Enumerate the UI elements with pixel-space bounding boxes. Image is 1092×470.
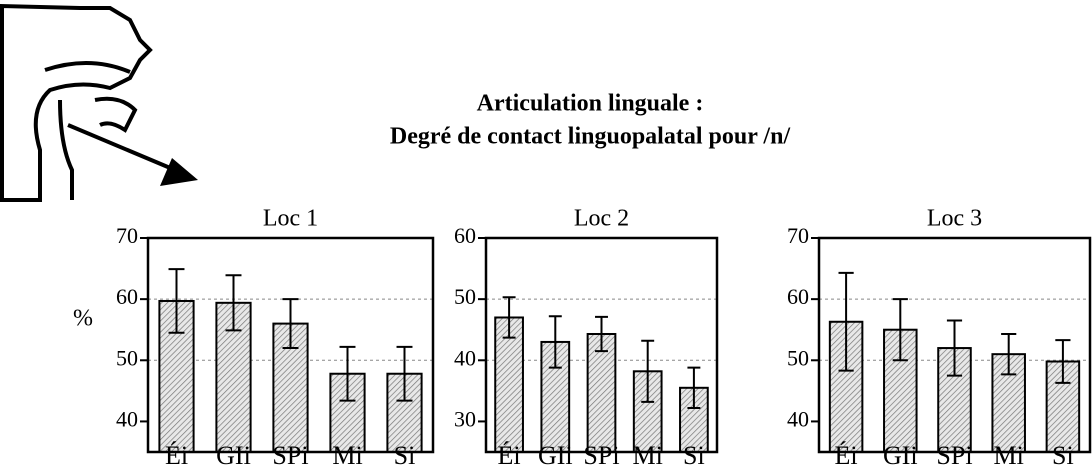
error-bar [838,271,854,372]
title-line: Degré de contact linguopalatal pour /n/ [390,124,791,150]
x-tick-label: GIi [883,441,918,470]
x-tick-label: Mi [994,441,1024,470]
subplot-title: Loc 1 [263,206,318,232]
bar [494,316,524,453]
subplot-title: Loc 3 [927,206,982,232]
x-tick-label: Mi [633,441,663,470]
error-bar [1055,339,1071,384]
x-tick-label: SPi [272,441,308,470]
x-tick-label: Mi [332,441,362,470]
error-bar [548,315,562,369]
x-tick-label: Éi [498,441,521,470]
tongue [94,96,138,133]
error-bar [225,274,242,332]
arrow-shaft [67,123,176,172]
error-bar [687,366,701,409]
error-bar [946,319,963,377]
subplot-title: Loc 2 [574,206,629,232]
x-tick-label: Si [1052,441,1074,470]
error-bar [502,296,516,339]
error-bar [595,315,608,353]
x-tick-label: SPi [936,441,972,470]
plot-frame [817,236,1092,454]
head-icon [0,3,153,202]
x-tick-label: Si [683,441,705,470]
y-tick-label: 50 [454,284,476,309]
x-tick-label: Éi [165,441,188,470]
y-tick-label: 50 [787,345,809,370]
bar [586,332,617,454]
y-tick-label: 60 [454,223,476,248]
y-tick-label: 60 [787,284,809,309]
arrow-head [160,158,198,186]
x-tick-label: Si [394,441,416,470]
error-bar [892,298,908,362]
error-bar [396,345,413,402]
error-bar [282,298,299,350]
head-outline [0,3,153,202]
y-tick-label: 60 [116,284,138,309]
x-tick-label: Éi [835,441,858,470]
y-tick-label: 40 [787,406,809,431]
pharynx [58,99,74,200]
y-tick-label: 70 [787,223,809,248]
plot-frame [146,236,435,454]
x-tick-label: GIi [538,441,573,470]
plot-frame [484,236,719,454]
x-tick-label: SPi [583,441,619,470]
y-tick-label: 30 [454,406,476,431]
error-bar [168,268,185,334]
palate [44,61,131,74]
x-tick-label: GIi [216,441,251,470]
y-axis-label: % [73,306,93,332]
error-bar [339,345,356,402]
y-tick-label: 40 [116,406,138,431]
y-tick-label: 40 [454,345,476,370]
error-bar [641,339,655,403]
y-tick-label: 50 [116,345,138,370]
y-tick-label: 70 [116,223,138,248]
title-line: Articulation linguale : [477,91,704,117]
error-bar [1001,332,1017,376]
